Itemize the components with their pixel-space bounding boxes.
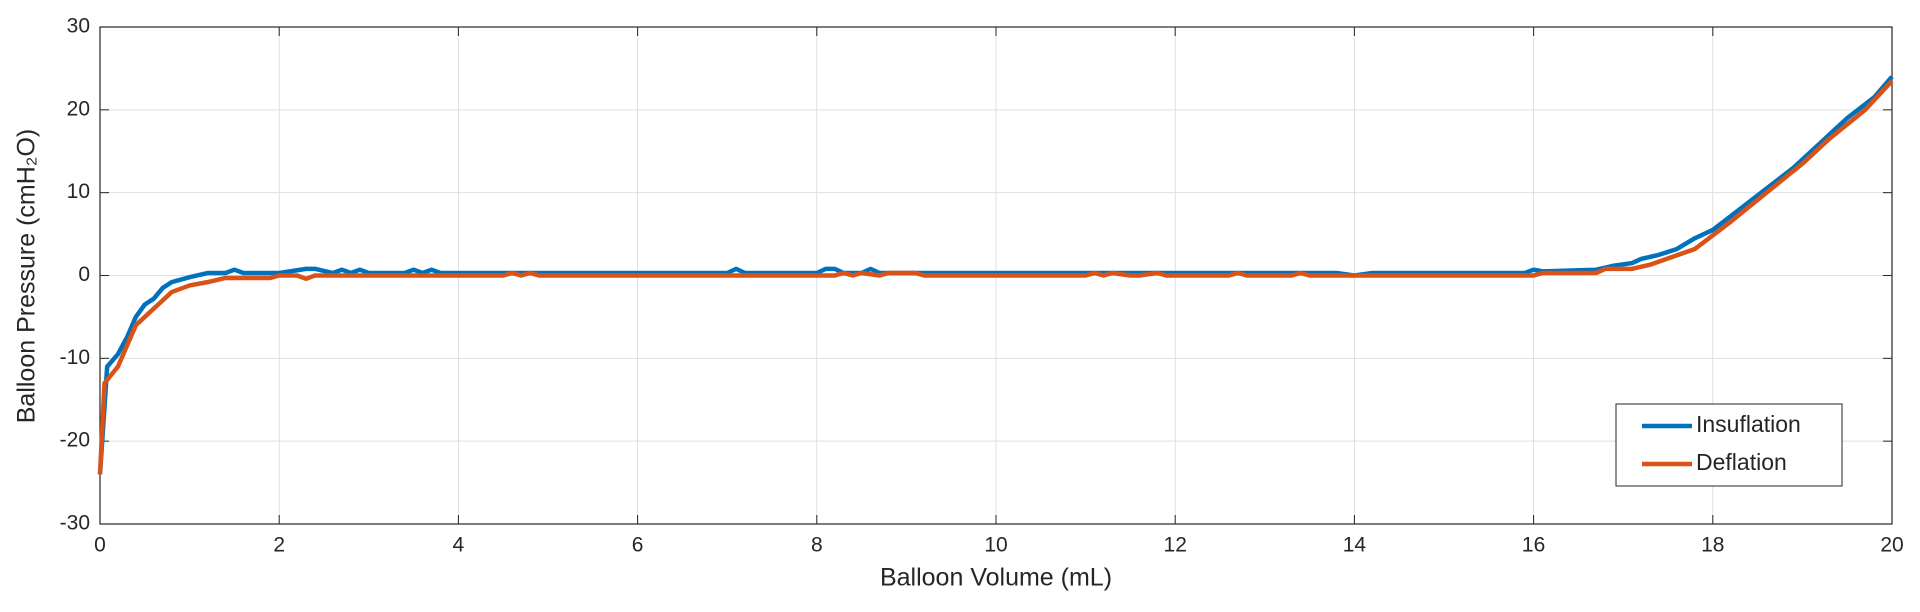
- y-tick-label: -10: [60, 346, 90, 369]
- legend-label: Deflation: [1696, 449, 1787, 475]
- y-tick-label: 30: [67, 15, 90, 38]
- series-line: [97, 75, 1894, 475]
- y-tick-label: -20: [60, 429, 90, 452]
- x-tick-label: 16: [1522, 534, 1545, 557]
- series-line: [97, 79, 1894, 475]
- x-tick-label: 14: [1343, 534, 1367, 557]
- y-tick-label: 10: [67, 180, 90, 203]
- legend-label: Insuflation: [1696, 411, 1801, 437]
- y-axis-label: Balloon Pressure (cmH₂O): [13, 129, 41, 424]
- x-tick-label: 10: [984, 534, 1007, 557]
- x-tick-label: 0: [94, 534, 106, 557]
- y-tick-label: -30: [60, 512, 90, 535]
- y-tick-label: 20: [67, 97, 90, 120]
- x-tick-label: 18: [1701, 534, 1724, 557]
- x-tick-label: 8: [811, 534, 823, 557]
- x-tick-label: 4: [453, 534, 465, 557]
- x-tick-label: 6: [632, 534, 644, 557]
- y-tick-label: 0: [78, 263, 90, 286]
- x-tick-label: 20: [1880, 534, 1903, 557]
- plot-frame: [99, 26, 1893, 525]
- x-tick-label: 2: [273, 534, 285, 557]
- x-tick-label: 12: [1164, 534, 1187, 557]
- legend-box: [1615, 403, 1843, 487]
- x-axis-label: Balloon Volume (mL): [880, 564, 1112, 592]
